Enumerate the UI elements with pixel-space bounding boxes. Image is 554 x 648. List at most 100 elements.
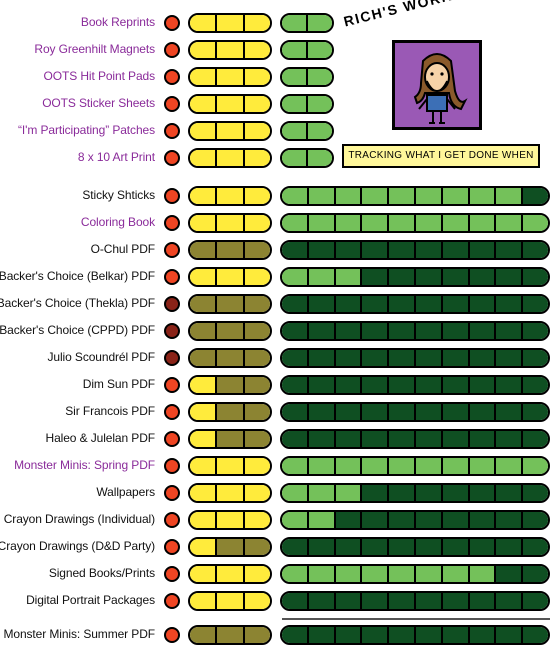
green-segment [494, 296, 522, 312]
status-dot [164, 42, 180, 58]
green-progress-pill [280, 591, 550, 611]
yellow-segment [190, 431, 216, 447]
green-progress-pill [280, 402, 550, 422]
green-segment [440, 377, 468, 393]
green-progress-pill [280, 321, 550, 341]
green-segment [282, 566, 307, 582]
green-segment [387, 323, 414, 339]
green-segment [467, 269, 495, 285]
yellow-segment [190, 96, 216, 112]
green-segment [282, 15, 306, 31]
green-segment [494, 593, 522, 609]
yellow-segment [242, 350, 270, 366]
yellow-segment [215, 593, 243, 609]
green-segment [521, 269, 548, 285]
green-segment [387, 627, 414, 643]
yellow-segment [190, 69, 216, 85]
green-segment [360, 215, 388, 231]
row-label: Coloring Book [80, 215, 155, 229]
green-segment [333, 512, 361, 528]
yellow-progress-pill [188, 591, 272, 611]
status-dot [164, 350, 180, 366]
green-segment [413, 593, 441, 609]
green-segment [306, 42, 332, 58]
green-segment [306, 512, 334, 528]
green-segment [521, 188, 548, 204]
yellow-progress-pill [188, 625, 272, 645]
green-segment [387, 593, 414, 609]
green-segment [333, 377, 361, 393]
green-segment [282, 96, 306, 112]
green-segment [333, 323, 361, 339]
row-label: Signed Books/Prints [48, 566, 155, 580]
green-segment [333, 269, 361, 285]
yellow-progress-pill [188, 483, 272, 503]
green-segment [494, 188, 522, 204]
yellow-progress-pill [188, 186, 272, 206]
yellow-segment [215, 15, 243, 31]
green-segment [521, 431, 548, 447]
status-dot [164, 566, 180, 582]
workometer-row: O-Chul PDF [0, 239, 554, 261]
green-segment [521, 377, 548, 393]
green-segment [306, 188, 334, 204]
green-segment [387, 215, 414, 231]
green-segment [467, 215, 495, 231]
yellow-progress-pill [188, 267, 272, 287]
status-dot [164, 123, 180, 139]
green-segment [467, 539, 495, 555]
yellow-segment [190, 296, 216, 312]
green-segment [494, 242, 522, 258]
row-label: “I'm Participating” Patches [18, 123, 155, 137]
yellow-segment [242, 188, 270, 204]
green-segment [440, 296, 468, 312]
green-segment [306, 123, 332, 139]
green-segment [521, 627, 548, 643]
green-segment [440, 539, 468, 555]
workometer-row: Book Reprints [0, 12, 554, 34]
yellow-segment [215, 566, 243, 582]
yellow-segment [215, 350, 243, 366]
green-segment [467, 188, 495, 204]
green-segment [360, 627, 388, 643]
yellow-progress-pill [188, 67, 272, 87]
workometer-row: Haleo & Julelan PDF [0, 428, 554, 450]
green-segment [282, 323, 307, 339]
yellow-segment [215, 404, 243, 420]
green-segment [467, 323, 495, 339]
status-dot [164, 627, 180, 643]
section-divider [282, 618, 550, 620]
green-segment [494, 377, 522, 393]
green-segment [360, 512, 388, 528]
green-segment [494, 350, 522, 366]
workometer-row: 8 x 10 Art Print [0, 147, 554, 169]
green-segment [413, 566, 441, 582]
green-segment [467, 485, 495, 501]
yellow-segment [215, 42, 243, 58]
green-segment [282, 627, 307, 643]
status-dot [164, 458, 180, 474]
yellow-segment [242, 431, 270, 447]
green-segment [360, 593, 388, 609]
row-label: Sticky Shticks [82, 188, 155, 202]
green-segment [387, 485, 414, 501]
yellow-segment [242, 566, 270, 582]
green-segment [360, 269, 388, 285]
row-label: Monster Minis: Summer PDF [3, 627, 155, 641]
green-segment [467, 242, 495, 258]
yellow-segment [242, 323, 270, 339]
green-segment [413, 539, 441, 555]
green-progress-pill [280, 348, 550, 368]
yellow-segment [242, 15, 270, 31]
green-segment [387, 512, 414, 528]
green-segment [282, 431, 307, 447]
row-label: O-Chul PDF [90, 242, 155, 256]
workometer-row: OOTS Hit Point Pads [0, 66, 554, 88]
green-progress-pill [280, 67, 334, 87]
green-segment [387, 404, 414, 420]
yellow-segment [215, 215, 243, 231]
green-segment [360, 350, 388, 366]
status-dot [164, 593, 180, 609]
green-progress-pill [280, 186, 550, 206]
green-segment [282, 123, 306, 139]
